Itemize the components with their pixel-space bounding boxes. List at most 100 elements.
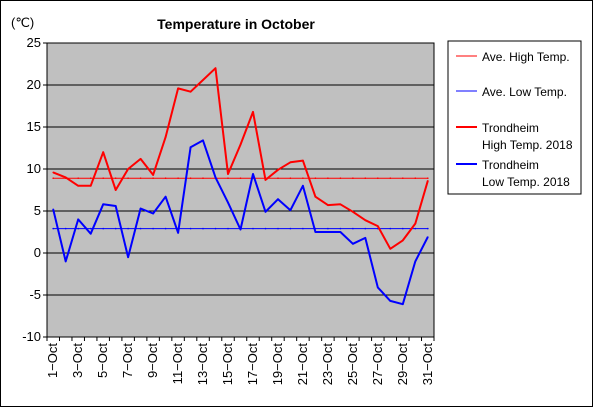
data-point [189,90,192,93]
x-tick-label: 25−Oct [345,343,360,386]
data-point [289,161,292,164]
x-tick-label: 31−Oct [420,343,435,386]
data-point [339,203,342,206]
data-point [189,227,192,230]
data-point [89,177,92,179]
legend-label-trondheim-high-line2: High Temp. 2018 [482,138,573,152]
data-point [377,177,379,179]
data-point [89,232,92,235]
data-point [177,232,179,234]
data-point [202,79,204,81]
data-point [239,143,242,146]
x-tick-label: 17−Oct [245,343,260,386]
data-point [352,227,354,230]
x-tick-label: 1−Oct [45,343,60,378]
data-point [339,231,342,233]
data-point [164,177,167,179]
data-point [214,176,217,179]
data-point [52,171,54,174]
data-point [414,177,417,179]
x-tick-label: 13−Oct [195,343,210,386]
x-tick-label: 9−Oct [145,343,160,378]
data-point [402,239,404,242]
data-point [364,219,367,221]
data-point [139,177,142,179]
series-lines [52,67,429,306]
gridlines [47,84,434,296]
data-point [77,185,79,187]
data-point [364,177,367,179]
data-point [389,177,392,179]
data-point [389,248,392,250]
data-point [114,205,117,207]
data-point [252,173,254,175]
data-point [352,243,354,245]
data-point [114,189,117,191]
legend: Ave. High Temp. Ave. Low Temp. Trondheim… [447,40,582,195]
data-point [164,136,167,138]
data-point [177,87,179,90]
data-point [227,227,229,230]
data-point [64,227,67,230]
x-tick-label: 11−Oct [170,343,185,385]
x-axis-ticks: 1−Oct 3−Oct 5−Oct 7−Oct 9−Oct 11−Oct 13−Oct 15−… [45,337,435,385]
data-point [127,168,129,170]
y-tick-label: -5 [29,287,41,302]
y-tick-label: 15 [27,119,41,134]
data-point [102,203,104,206]
data-point [277,227,279,230]
x-tick-label: 23−Oct [320,343,335,386]
data-point [102,177,104,179]
data-point [314,195,317,198]
data-point [102,227,104,230]
data-point [389,300,392,302]
y-tick-label: -10 [22,329,41,344]
legend-label-trondheim-high-line1: Trondheim [482,121,539,135]
data-point [64,176,67,179]
data-point [389,227,392,230]
x-tick-label: 19−Oct [270,343,285,386]
data-point [327,177,329,179]
x-tick-label: 15−Oct [220,343,235,386]
data-point [89,185,92,187]
data-point [189,177,192,179]
data-point [227,177,229,179]
data-point [402,303,404,306]
data-point [302,159,304,162]
data-point [427,227,429,230]
data-point [364,227,367,230]
data-point [77,227,79,230]
data-point [302,227,304,230]
data-point [202,177,204,179]
data-point [327,231,329,233]
data-point [52,208,54,211]
data-point [264,227,267,230]
data-point [152,227,154,230]
data-point [414,227,417,230]
data-point [189,146,192,148]
data-point [152,177,154,179]
data-point [239,228,242,231]
data-point [202,139,204,142]
data-point [414,222,417,225]
data-point [214,67,217,69]
data-point [127,227,129,230]
data-point [139,227,142,230]
data-point [339,227,342,230]
data-point [139,158,142,160]
data-point [177,177,179,179]
data-point [227,201,229,204]
data-point [52,177,54,179]
data-point [377,286,379,289]
data-point [152,174,154,176]
data-point [114,227,117,230]
y-axis-ticks: 25 20 15 10 5 0 -5 -10 [22,35,47,344]
legend-box [447,40,582,195]
y-tick-label: 0 [34,245,41,260]
data-point [427,236,429,238]
y-tick-label: 10 [27,161,41,176]
data-point [89,227,92,230]
data-point [302,177,304,179]
plot-area [46,42,435,338]
